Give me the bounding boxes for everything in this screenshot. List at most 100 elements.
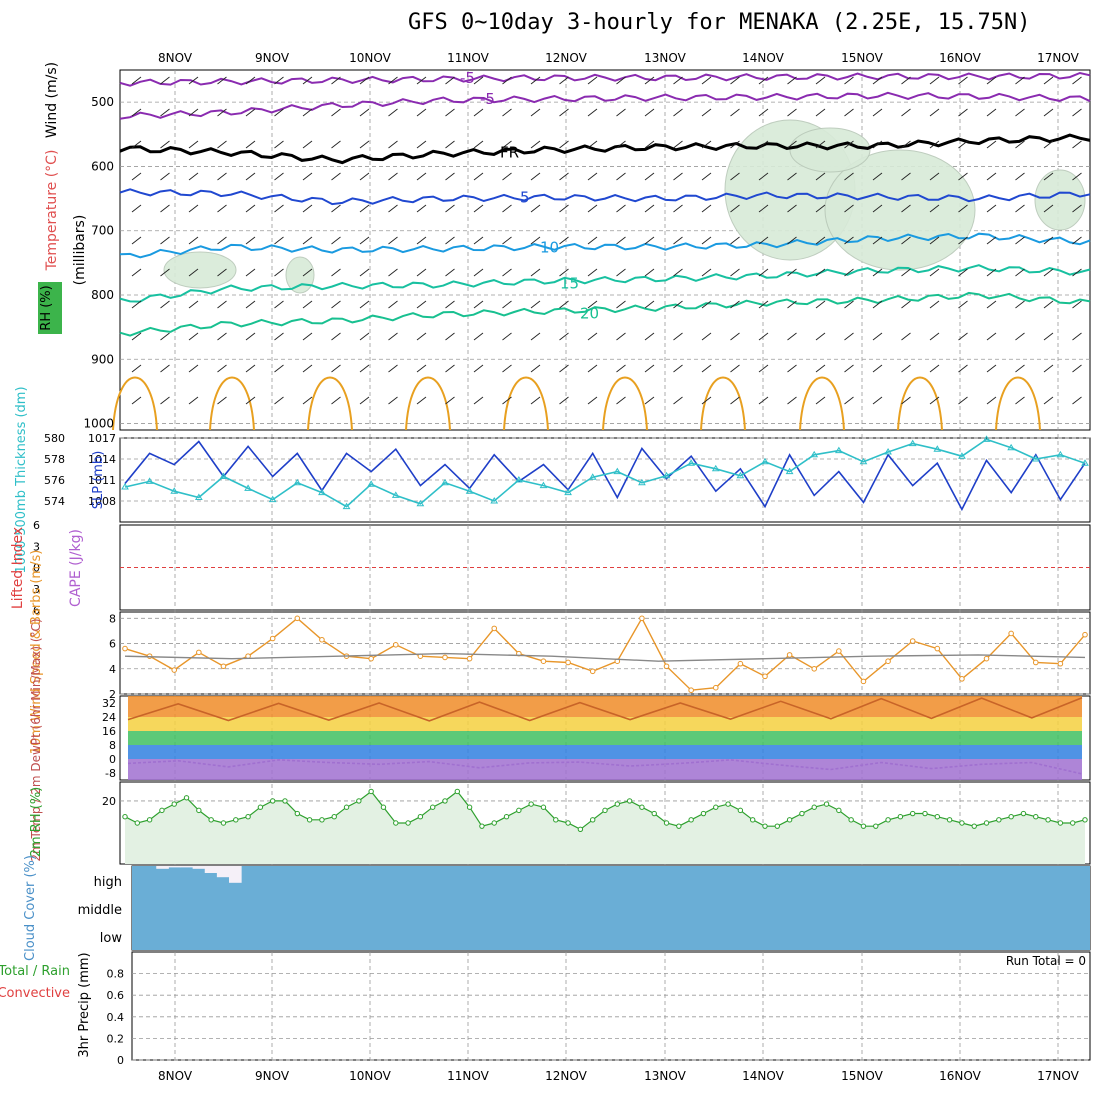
wind-barb	[958, 236, 968, 245]
rh-axis-label: RH (%)	[39, 285, 54, 330]
rh-marker	[1069, 820, 1076, 826]
temp-tick-label: 16	[102, 725, 116, 738]
wind-barb	[416, 204, 427, 213]
wind-barb	[302, 364, 313, 373]
rh-marker	[799, 810, 805, 817]
wind-barb	[530, 300, 541, 309]
wind-barb	[359, 300, 370, 309]
temp-tick-label: -8	[105, 767, 116, 780]
temp-tick-label: 8	[109, 739, 116, 752]
rh-marker	[220, 820, 227, 826]
wind-barb	[245, 172, 256, 181]
day-label-bottom: 17NOV	[1037, 1069, 1079, 1083]
rh-marker	[762, 823, 768, 829]
wind-barb	[587, 108, 598, 117]
precip-legend-convective: Convective	[0, 986, 70, 1001]
series-Temp	[127, 697, 1083, 722]
wind-barb	[673, 140, 683, 149]
wind-barb	[901, 204, 911, 213]
warm-contour	[700, 376, 746, 431]
rh-marker	[922, 810, 928, 817]
pressure-tick-label: 500	[91, 95, 114, 109]
wind-barb	[701, 300, 712, 309]
wind-speed-marker	[1032, 659, 1039, 666]
wind-barb	[958, 268, 968, 277]
wind-barb	[701, 172, 712, 181]
wind-barb	[787, 300, 797, 309]
wind-barb	[359, 396, 370, 405]
precip-tick-label: 0.6	[107, 989, 125, 1002]
rh-marker	[257, 804, 264, 810]
rh-marker	[786, 817, 793, 823]
rh-marker	[208, 817, 214, 823]
wind-barb	[787, 268, 797, 277]
wind-barb	[473, 268, 484, 277]
thickness-tick-label: 578	[44, 453, 65, 466]
wind-barb	[616, 76, 626, 85]
rh-marker	[934, 813, 941, 820]
wind-speed-marker	[934, 645, 941, 652]
wind-barb	[559, 332, 569, 341]
rh-marker	[491, 820, 497, 826]
lifted-tick-label: 6	[33, 519, 40, 532]
rh-marker	[516, 807, 522, 814]
rh-tick-label: 20	[102, 795, 116, 808]
wind-barb	[530, 364, 541, 373]
wind-barb	[445, 396, 455, 405]
wind-barb	[416, 236, 427, 245]
wind-barb	[730, 204, 740, 213]
temperature-contour-10	[119, 232, 1091, 259]
wind-barb	[445, 236, 455, 245]
wind-barb	[359, 364, 370, 373]
wind-barb	[673, 300, 683, 309]
wind-barb	[730, 364, 740, 373]
day-label-top: 13NOV	[644, 51, 686, 65]
thickness-tick-label: 574	[44, 495, 65, 508]
pressure-tick-label: 1000	[83, 417, 114, 431]
wind-barb	[530, 332, 541, 341]
wind-barb	[1072, 364, 1082, 373]
rh-marker	[614, 801, 621, 807]
thickness-marker	[490, 497, 499, 504]
temperature-contour-20	[119, 291, 1091, 337]
wind-speed-marker	[368, 655, 374, 662]
wind-barb	[673, 76, 683, 85]
wind-barb	[758, 76, 769, 85]
wind-barb	[673, 396, 683, 405]
wind-barb	[986, 300, 997, 309]
wind-barb	[530, 76, 541, 85]
thickness-marker	[613, 467, 622, 475]
wind-barb	[929, 364, 940, 373]
thickness-marker	[711, 464, 720, 472]
wind-barb	[644, 364, 655, 373]
panel-frame-upper	[119, 69, 1091, 431]
wind-barb	[1072, 332, 1082, 341]
wind-barb	[1015, 204, 1025, 213]
wind-barb	[787, 396, 797, 405]
wind-barb	[217, 300, 227, 309]
pressure-tick-label: 600	[91, 159, 114, 173]
wind-speed-marker	[491, 625, 498, 632]
wind-barb	[473, 300, 484, 309]
thickness-marker	[958, 452, 966, 459]
thickness-marker	[170, 487, 179, 494]
rh-marker	[159, 807, 165, 814]
wind-barb	[131, 172, 142, 181]
wind-barb	[473, 108, 484, 117]
wind-barb	[844, 172, 854, 181]
wind-speed-marker	[909, 638, 916, 644]
wind-barb	[644, 300, 655, 309]
wind-barb	[473, 364, 484, 373]
wind-barb	[787, 108, 797, 117]
wind-barb	[958, 332, 968, 341]
wind-barb	[530, 172, 541, 181]
wind-barb	[901, 300, 911, 309]
wind-barb	[701, 332, 712, 341]
wind-barb	[331, 396, 341, 405]
wind-barb	[872, 364, 883, 373]
wind-barb	[131, 396, 142, 405]
warm-contour	[307, 376, 353, 431]
precip-tick-label: 0.8	[107, 968, 125, 981]
rh-marker	[417, 813, 424, 820]
wind-barb	[701, 140, 712, 149]
